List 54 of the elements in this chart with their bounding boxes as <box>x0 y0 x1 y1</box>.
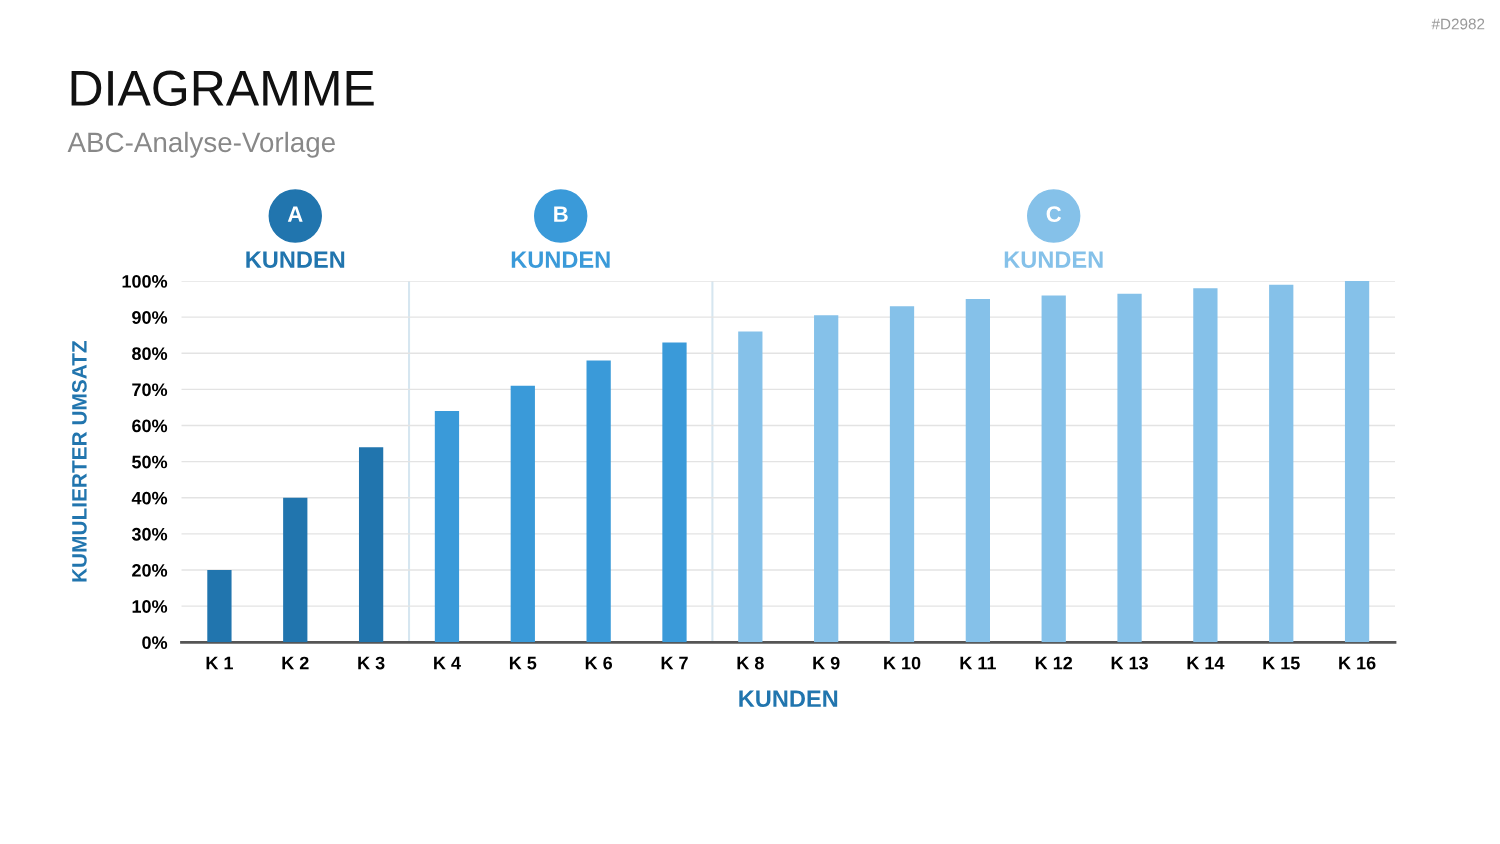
x-tick-label: K 14 <box>1187 656 1225 670</box>
bar <box>283 497 308 643</box>
bar <box>510 385 535 643</box>
x-tick-label: K 9 <box>813 656 840 670</box>
chart-title: DIAGRAMME <box>71 70 374 106</box>
bar <box>814 315 839 643</box>
bar <box>1041 295 1066 643</box>
bar <box>434 411 460 643</box>
x-tick-label: K 10 <box>884 656 921 670</box>
x-axis-title: KUNDEN <box>739 690 838 708</box>
bar <box>662 342 687 643</box>
bar <box>207 570 232 643</box>
x-tick-label: K 1 <box>206 656 233 670</box>
y-tick-label: 100% <box>122 274 168 288</box>
x-tick-label: K 4 <box>434 656 461 670</box>
bar <box>1117 293 1142 643</box>
bar <box>1344 281 1370 643</box>
x-tick-label: K 11 <box>960 656 996 670</box>
x-tick-label: K 2 <box>282 656 309 670</box>
chart-subtitle: ABC-Analyse-Vorlage <box>67 131 335 158</box>
text: KUNDEN <box>1004 251 1103 268</box>
y-tick-label: 30% <box>131 527 168 541</box>
y-tick-label: 90% <box>132 311 168 324</box>
bar <box>889 306 915 643</box>
text: B <box>554 206 568 222</box>
x-tick-label: K 3 <box>358 656 385 670</box>
y-tick-label: 80% <box>132 347 168 361</box>
y-tick-label: 40% <box>131 491 168 505</box>
x-tick-label: K 12 <box>1035 656 1073 670</box>
bar <box>586 360 611 643</box>
x-tick-label: K 16 <box>1339 656 1376 670</box>
bar <box>358 447 384 643</box>
y-tick-label: 60% <box>132 419 168 433</box>
bar <box>965 299 990 643</box>
y-axis-title: KUMULIERTER UMSATZ <box>72 340 87 582</box>
y-tick-label: 70% <box>132 383 168 397</box>
bar <box>1193 288 1218 643</box>
y-tick-label: 50% <box>132 455 168 469</box>
text: C <box>1046 206 1062 223</box>
x-tick-label: K 7 <box>661 656 688 670</box>
bar <box>1269 284 1294 643</box>
text: KUNDEN <box>246 251 345 268</box>
text: #D2982 <box>1431 18 1485 30</box>
text: A <box>287 206 303 222</box>
x-tick-label: K 6 <box>585 656 613 670</box>
x-tick-label: K 8 <box>737 656 764 670</box>
y-tick-label: 10% <box>132 600 168 613</box>
bar <box>738 331 763 643</box>
text: KUNDEN <box>511 251 610 268</box>
y-tick-label: 20% <box>132 563 168 577</box>
x-tick-label: K 15 <box>1263 656 1300 670</box>
x-tick-label: K 5 <box>509 656 537 670</box>
x-tick-label: K 13 <box>1111 656 1148 670</box>
y-tick-label: 0% <box>142 636 168 649</box>
